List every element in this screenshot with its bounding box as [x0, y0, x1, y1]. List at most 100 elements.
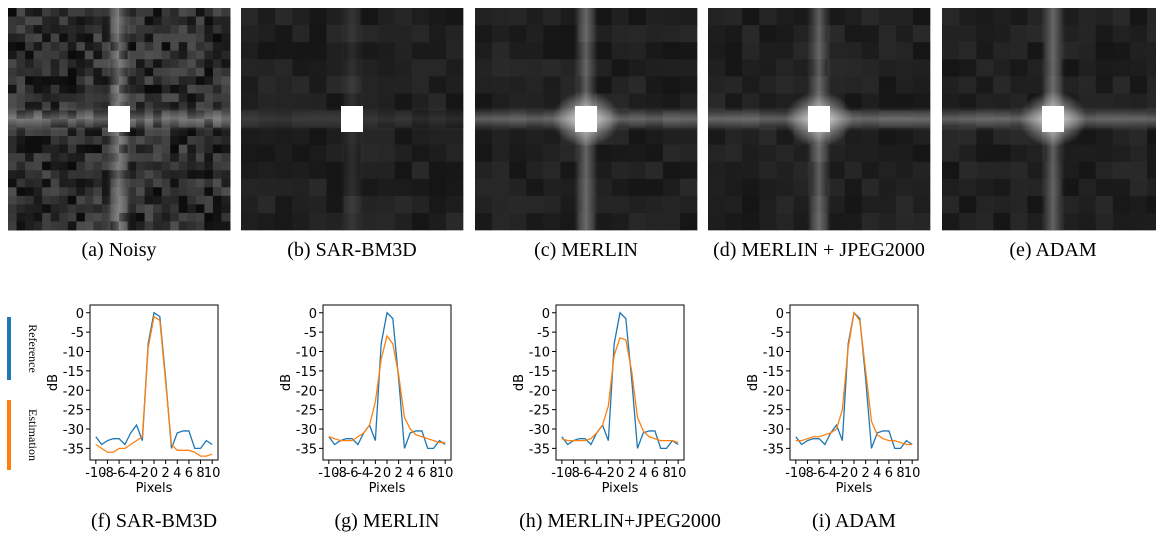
image-pixel	[67, 212, 77, 222]
image-pixel	[445, 8, 464, 26]
image-pixel	[153, 50, 163, 60]
image-pixel	[377, 76, 396, 94]
image-pixel	[76, 93, 86, 103]
image-pixel	[742, 161, 760, 180]
bright-spot	[1042, 106, 1064, 132]
image-pixel	[742, 212, 760, 231]
image-pixel	[33, 136, 43, 146]
image-pixel	[195, 84, 205, 94]
image-pixel	[1095, 8, 1114, 26]
image-pixel	[195, 42, 205, 52]
image-pixel	[628, 161, 647, 180]
x-tick-label: -8	[334, 466, 347, 481]
image-pixel	[241, 127, 259, 146]
image-pixel	[127, 187, 137, 197]
image-pixel	[59, 161, 69, 171]
x-tick-label: -8	[801, 466, 814, 481]
image-pixel	[725, 42, 743, 60]
image-pixel	[16, 204, 26, 214]
image-pixel	[993, 93, 1011, 111]
image-pixel	[594, 212, 613, 231]
image-pixel	[221, 144, 231, 154]
image-pixel	[492, 127, 510, 146]
image-pixel	[1112, 59, 1131, 77]
image-pixel	[411, 127, 430, 146]
image-pixel	[93, 25, 103, 35]
image-pixel	[1010, 195, 1028, 214]
image-pixel	[187, 195, 197, 205]
image-pixel	[1112, 42, 1131, 60]
image-pixel	[187, 178, 197, 188]
image-pixel	[178, 76, 188, 86]
image-pixel	[844, 59, 863, 77]
image-pixel	[84, 33, 94, 43]
image-pixel	[50, 42, 60, 52]
image-pixel	[1095, 212, 1114, 231]
image-pixel	[76, 204, 86, 214]
image-pixel	[161, 42, 171, 52]
image-pixel	[16, 212, 26, 222]
image-pixel	[360, 93, 379, 111]
image-pixel	[33, 187, 43, 197]
image-pixel	[428, 42, 447, 60]
image-pixel	[93, 8, 103, 18]
image-pixel	[170, 101, 180, 111]
image-pixel	[827, 161, 846, 180]
image-pixel	[475, 25, 493, 43]
image-pixel	[212, 170, 222, 180]
image-pixel	[912, 76, 931, 94]
image-pixel	[662, 178, 681, 197]
image-pixel	[428, 161, 447, 180]
image-pixel	[212, 195, 222, 205]
image-pixel	[212, 136, 222, 146]
image-pixel	[861, 76, 880, 94]
image-pixel	[258, 178, 276, 197]
image-pixel	[136, 153, 146, 163]
image-pixel	[326, 76, 344, 94]
image-pixel	[394, 161, 413, 180]
image-pixel	[492, 93, 510, 111]
image-pixel	[509, 144, 527, 163]
image-pixel	[204, 170, 214, 180]
image-pixel	[742, 144, 760, 163]
image-pixel	[8, 221, 18, 231]
image-pixel	[170, 42, 180, 52]
image-pixel	[1061, 195, 1080, 214]
image-pixel	[793, 178, 811, 197]
image-pixel	[212, 101, 222, 111]
image-pixel	[84, 50, 94, 60]
image-pixel	[93, 84, 103, 94]
image-pixel	[161, 204, 171, 214]
image-pixel	[241, 161, 259, 180]
y-tick-label: -30	[296, 423, 317, 438]
image-pixel	[178, 136, 188, 146]
image-pixel	[411, 59, 430, 77]
image-pixel	[101, 93, 111, 103]
x-tick-label: 8	[429, 466, 437, 481]
image-pixel	[942, 144, 960, 163]
image-pixel	[127, 136, 137, 146]
image-pixel	[959, 42, 977, 60]
image-pixel	[258, 25, 276, 43]
image-pixel	[170, 170, 180, 180]
image-pixel	[195, 144, 205, 154]
image-pixel	[178, 127, 188, 137]
plot-frame	[555, 304, 685, 461]
image-pixel	[101, 42, 111, 52]
image-pixel	[195, 76, 205, 86]
image-pixel	[67, 50, 77, 60]
y-tick-label: -35	[763, 442, 784, 457]
image-pixel	[8, 93, 18, 103]
image-pixel	[178, 25, 188, 35]
image-pixel	[326, 161, 344, 180]
image-pixel	[221, 212, 231, 222]
image-pixel	[1027, 76, 1045, 94]
image-pixel	[594, 76, 613, 94]
image-pixel	[136, 136, 146, 146]
x-tick-label: 2	[394, 466, 402, 481]
x-tick-label: -2	[836, 466, 849, 481]
image-pixel	[1061, 161, 1080, 180]
image-pixel	[136, 59, 146, 69]
image-pixel	[170, 127, 180, 137]
image-pixel	[1112, 93, 1131, 111]
